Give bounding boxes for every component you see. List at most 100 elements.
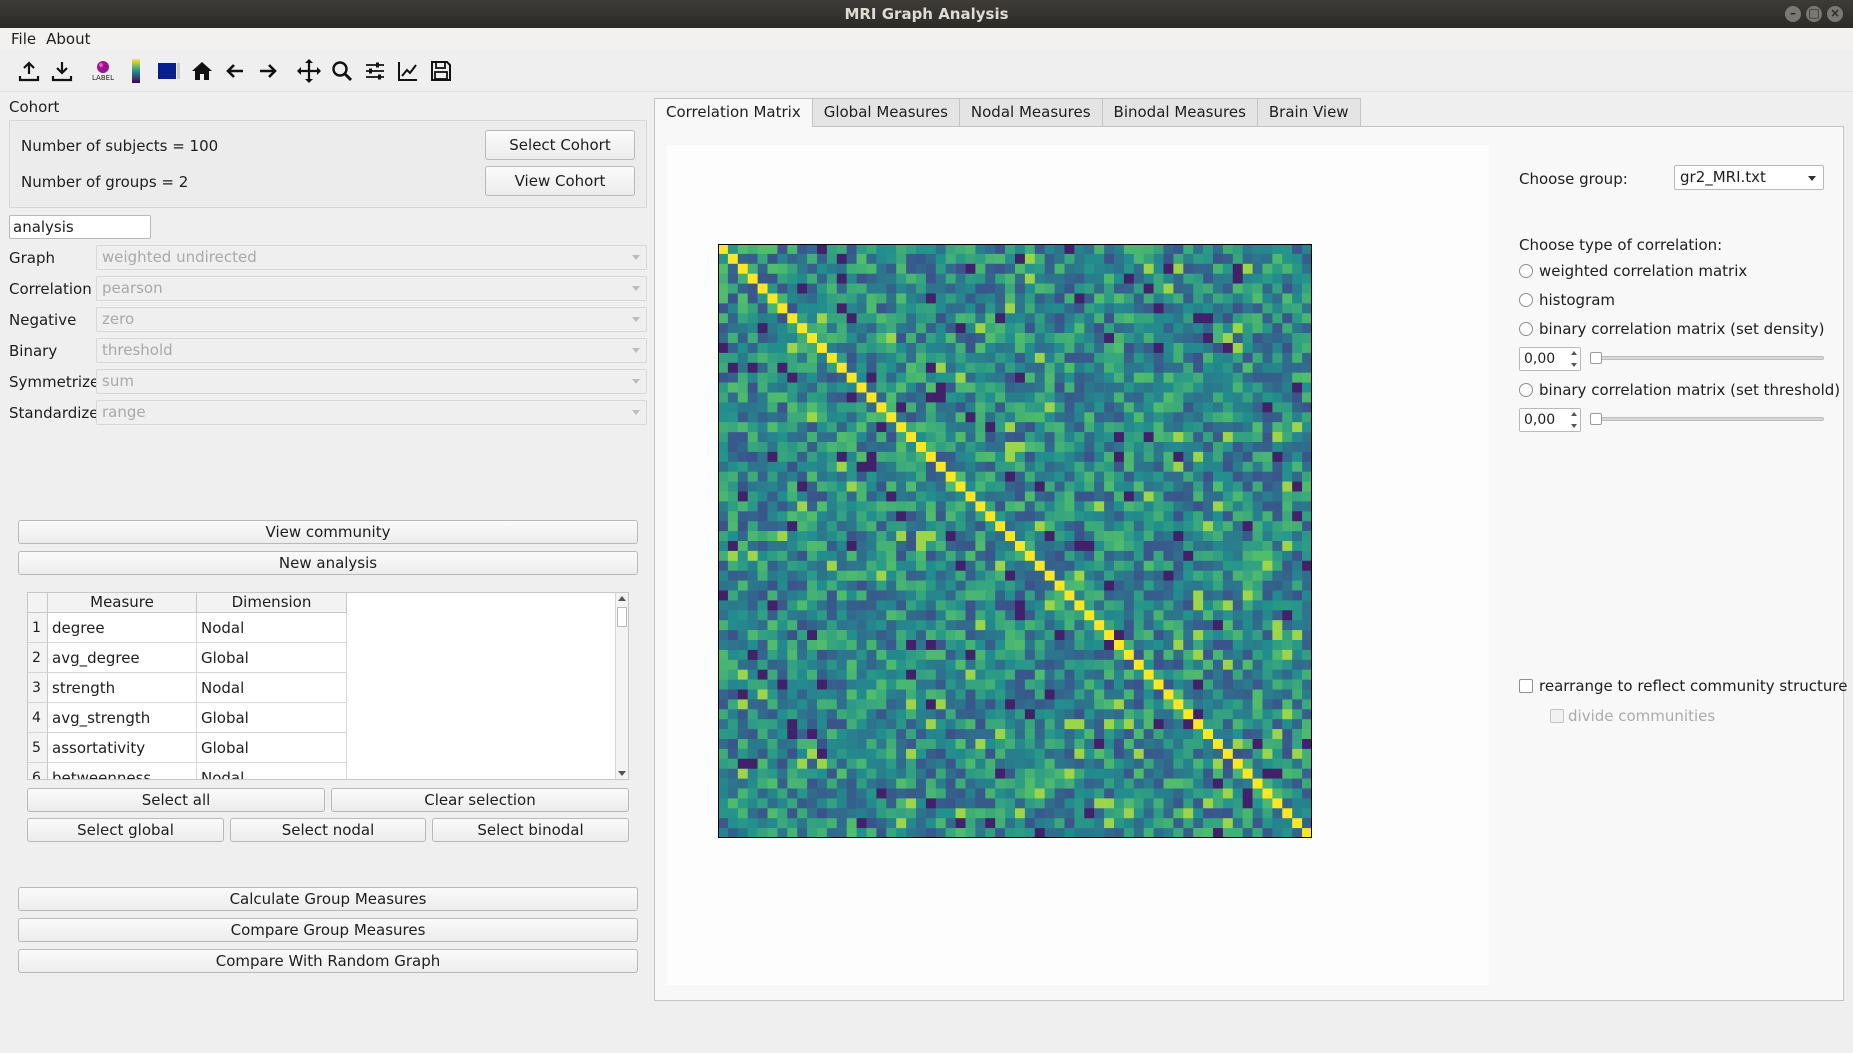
rearrange-label[interactable]: rearrange to reflect community structure <box>1539 677 1848 695</box>
dimension-cell[interactable]: Global <box>197 733 347 763</box>
measure-cell[interactable]: betweenness <box>48 763 197 779</box>
plot-canvas[interactable] <box>667 145 1489 985</box>
heatmap-cell <box>1114 679 1125 690</box>
view-community-button[interactable]: View community <box>18 520 638 544</box>
edit-axis-icon[interactable] <box>393 56 423 86</box>
heatmap-cell <box>916 560 927 571</box>
select-global-button[interactable]: Select global <box>27 818 224 842</box>
heatmap-cell <box>886 679 897 690</box>
heatmap-cell <box>836 719 847 730</box>
table-scrollbar[interactable] <box>615 593 628 779</box>
menu-file[interactable]: File <box>11 30 37 48</box>
dimension-cell[interactable]: Global <box>197 643 347 673</box>
radio-binary-threshold-label[interactable]: binary correlation matrix (set threshold… <box>1539 381 1841 399</box>
select-cohort-button[interactable]: Select Cohort <box>485 130 635 160</box>
tab-binodal-measures[interactable]: Binodal Measures <box>1101 98 1258 126</box>
label-icon[interactable]: LABEL <box>88 56 118 86</box>
heatmap-cell <box>945 649 956 661</box>
threshold-spinbox[interactable]: 0,00 <box>1519 408 1581 432</box>
colormap-icon[interactable] <box>154 56 184 86</box>
heatmap-cell <box>767 828 778 838</box>
zoom-icon[interactable] <box>327 56 357 86</box>
dimension-cell[interactable]: Nodal <box>197 613 347 643</box>
measure-cell[interactable]: avg_strength <box>48 703 197 733</box>
radio-binary-threshold[interactable] <box>1519 383 1533 397</box>
measure-cell[interactable]: assortativity <box>48 733 197 763</box>
correlation-heatmap[interactable] <box>718 244 1312 838</box>
compare-random-graph-button[interactable]: Compare With Random Graph <box>18 949 638 973</box>
select-binodal-button[interactable]: Select binodal <box>432 818 629 842</box>
group-select[interactable]: gr2_MRI.txt <box>1674 165 1824 190</box>
measure-cell[interactable]: strength <box>48 673 197 703</box>
spin-up-icon[interactable] <box>1571 412 1577 416</box>
table-row[interactable]: 3 strength Nodal <box>28 673 347 703</box>
dimension-cell[interactable]: Nodal <box>197 763 347 779</box>
upload-icon[interactable] <box>14 56 44 86</box>
table-row[interactable]: 2 avg_degree Global <box>28 643 347 673</box>
download-icon[interactable] <box>47 56 77 86</box>
spin-down-icon[interactable] <box>1571 363 1577 367</box>
measure-cell[interactable]: degree <box>48 613 197 643</box>
dimension-cell[interactable]: Nodal <box>197 673 347 703</box>
heatmap-cell <box>906 402 917 413</box>
radio-histogram-label[interactable]: histogram <box>1539 291 1616 309</box>
maximize-icon[interactable]: □ <box>1806 6 1822 22</box>
menu-about[interactable]: About <box>46 30 91 48</box>
heatmap-cell <box>1104 709 1115 720</box>
save-icon[interactable] <box>426 56 456 86</box>
calculate-group-measures-button[interactable]: Calculate Group Measures <box>18 887 638 911</box>
heatmap-cell <box>787 442 798 453</box>
select-all-button[interactable]: Select all <box>27 788 325 812</box>
heatmap-cell <box>1282 451 1293 463</box>
threshold-slider[interactable] <box>1590 417 1824 421</box>
minimize-icon[interactable]: – <box>1785 6 1801 22</box>
configure-icon[interactable] <box>360 56 390 86</box>
density-slider[interactable] <box>1590 356 1824 360</box>
threshold-slider-handle[interactable] <box>1590 413 1602 425</box>
spin-up-icon[interactable] <box>1571 351 1577 355</box>
header-measure[interactable]: Measure <box>48 593 197 612</box>
new-analysis-button[interactable]: New analysis <box>18 551 638 575</box>
close-icon[interactable]: × <box>1827 6 1843 22</box>
tab-global-measures[interactable]: Global Measures <box>811 98 960 126</box>
heatmap-cell <box>1044 610 1055 621</box>
tab-nodal-measures[interactable]: Nodal Measures <box>958 98 1103 126</box>
forward-arrow-icon[interactable] <box>253 56 283 86</box>
heatmap-cell <box>747 541 758 552</box>
compare-group-measures-button[interactable]: Compare Group Measures <box>18 918 638 942</box>
scroll-thumb[interactable] <box>617 607 627 627</box>
measure-cell[interactable]: avg_degree <box>48 643 197 673</box>
scroll-up-icon[interactable] <box>618 596 626 601</box>
tab-brain-view[interactable]: Brain View <box>1256 98 1361 126</box>
table-row[interactable]: 5 assortativity Global <box>28 733 347 763</box>
analysis-name-input[interactable]: analysis <box>9 215 151 239</box>
view-cohort-button[interactable]: View Cohort <box>485 166 635 196</box>
density-slider-handle[interactable] <box>1590 352 1602 364</box>
rearrange-checkbox[interactable] <box>1519 679 1533 693</box>
table-row[interactable]: 1 degree Nodal <box>28 613 347 643</box>
header-dimension[interactable]: Dimension <box>197 593 347 612</box>
select-nodal-button[interactable]: Select nodal <box>230 818 426 842</box>
heatmap-cell <box>1133 778 1144 789</box>
pan-icon[interactable] <box>294 56 324 86</box>
back-arrow-icon[interactable] <box>220 56 250 86</box>
heatmap-cell <box>1292 432 1303 443</box>
clear-selection-button[interactable]: Clear selection <box>331 788 629 812</box>
scroll-down-icon[interactable] <box>618 771 626 776</box>
radio-histogram[interactable] <box>1519 293 1533 307</box>
density-spinbox[interactable]: 0,00 <box>1519 347 1581 371</box>
colorbar-icon[interactable] <box>121 56 151 86</box>
heatmap-cell <box>1084 580 1095 591</box>
radio-weighted-matrix-label[interactable]: weighted correlation matrix <box>1539 262 1748 280</box>
home-icon[interactable] <box>187 56 217 86</box>
heatmap-cell <box>1183 323 1194 334</box>
tab-correlation-matrix[interactable]: Correlation Matrix <box>654 98 813 127</box>
spin-down-icon[interactable] <box>1571 424 1577 428</box>
radio-binary-density-label[interactable]: binary correlation matrix (set density) <box>1539 320 1825 338</box>
radio-binary-density[interactable] <box>1519 322 1533 336</box>
table-row[interactable]: 6 betweenness Nodal <box>28 763 347 779</box>
radio-weighted-matrix[interactable] <box>1519 264 1533 278</box>
table-row[interactable]: 4 avg_strength Global <box>28 703 347 733</box>
heatmap-cell <box>886 580 897 591</box>
dimension-cell[interactable]: Global <box>197 703 347 733</box>
